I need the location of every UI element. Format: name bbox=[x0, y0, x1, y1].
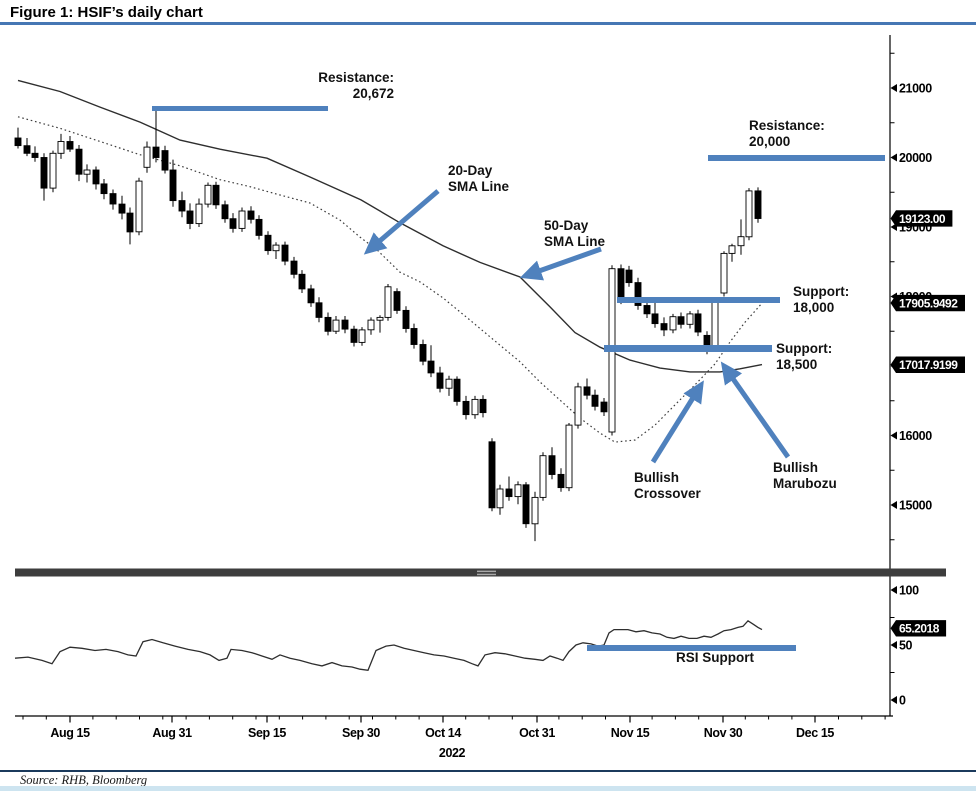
annotation-text: Bullish bbox=[773, 460, 819, 475]
annotation-bullish-crossover: Bullish Crossover bbox=[634, 470, 701, 501]
annotation-text: SMA Line bbox=[448, 178, 510, 194]
annotation-support-18000: Support: 18,000 bbox=[793, 284, 849, 315]
annotation-text: Crossover bbox=[634, 485, 701, 501]
annotation-support-18500: Support: 18,500 bbox=[776, 341, 832, 372]
annotation-text: 18,500 bbox=[776, 356, 818, 372]
support-18000-line bbox=[617, 297, 780, 303]
annotation-text: Resistance: bbox=[318, 70, 394, 85]
svg-text:100: 100 bbox=[899, 584, 919, 598]
svg-text:50: 50 bbox=[899, 639, 913, 653]
annotation-text: 20,672 bbox=[352, 85, 394, 101]
svg-text:Aug 31: Aug 31 bbox=[152, 726, 192, 740]
svg-text:Oct 14: Oct 14 bbox=[425, 726, 461, 740]
hsif-daily-chart: 1500016000170001800019000200002100010050… bbox=[14, 35, 965, 760]
svg-text:Nov 30: Nov 30 bbox=[704, 726, 743, 740]
annotation-text: Resistance: bbox=[749, 118, 825, 133]
svg-text:16000: 16000 bbox=[899, 429, 932, 443]
title-rule bbox=[0, 22, 976, 25]
overlay-hlines bbox=[152, 106, 885, 651]
bottom-accent-bar bbox=[0, 786, 976, 791]
annotation-rsi-support: RSI Support bbox=[676, 650, 754, 666]
annotation-arrows bbox=[363, 189, 791, 464]
annotation-text: Support: bbox=[793, 284, 850, 299]
annotation-sma20-label: 20-Day SMA Line bbox=[448, 163, 509, 194]
svg-text:0: 0 bbox=[899, 694, 906, 708]
annotation-bullish-marubozu: Bullish Marubozu bbox=[773, 460, 837, 491]
annotation-text: 50-Day bbox=[544, 218, 589, 233]
resistance-20000-line bbox=[708, 155, 885, 161]
svg-text:15000: 15000 bbox=[899, 499, 932, 513]
x-axis: Aug 15 Aug 31 Sep 15 Sep 30 Oct 14 Oct 31 Nov … bbox=[15, 715, 893, 760]
bullish-crossover-arrow bbox=[650, 380, 704, 464]
annotation-text: 20,000 bbox=[749, 133, 791, 149]
svg-text:Dec 15: Dec 15 bbox=[796, 726, 834, 740]
rsi-line bbox=[14, 619, 763, 672]
annotation-text: 20-Day bbox=[448, 163, 493, 178]
figure-title: Figure 1: HSIF’s daily chart bbox=[10, 4, 203, 21]
annotation-text: Support: bbox=[776, 341, 833, 356]
svg-text:65.2018: 65.2018 bbox=[899, 622, 940, 636]
source-text: Source: RHB, Bloomberg bbox=[20, 773, 148, 787]
svg-text:Aug 15: Aug 15 bbox=[50, 726, 90, 740]
sma-20-line bbox=[17, 116, 763, 443]
svg-text:Sep 15: Sep 15 bbox=[248, 726, 286, 740]
annotation-text: 18,000 bbox=[793, 299, 835, 315]
svg-text:17905.9492: 17905.9492 bbox=[899, 296, 958, 310]
annotation-text: Bullish bbox=[634, 470, 680, 485]
sma50-arrow bbox=[519, 246, 602, 281]
rsi-axis: 100 50 0 bbox=[890, 584, 920, 708]
resistance-20672-line bbox=[152, 106, 328, 111]
annotation-resistance-20672: Resistance: 20,672 bbox=[246, 70, 394, 101]
svg-text:2022: 2022 bbox=[439, 746, 466, 760]
panel-divider bbox=[15, 568, 946, 577]
annotation-text: RSI Support bbox=[676, 650, 754, 665]
price-badges: 19123.00 17905.9492 17017.9199 65.2018 bbox=[890, 210, 965, 637]
svg-text:Sep 30: Sep 30 bbox=[342, 726, 380, 740]
svg-text:Oct 31: Oct 31 bbox=[519, 726, 555, 740]
annotation-resistance-20000: Resistance: 20,000 bbox=[749, 118, 825, 149]
sma-50-line bbox=[17, 79, 763, 373]
annotation-text: SMA Line bbox=[544, 233, 606, 249]
bullish-marubozu-arrow bbox=[720, 361, 791, 459]
svg-text:19123.00: 19123.00 bbox=[899, 212, 946, 226]
svg-text:21000: 21000 bbox=[899, 82, 932, 96]
price-axis: 15000160001700018000190002000021000 bbox=[889, 35, 933, 716]
source-rule bbox=[0, 770, 976, 772]
rsi-support-line bbox=[587, 645, 796, 651]
sma20-arrow bbox=[363, 189, 440, 255]
svg-text:17017.9199: 17017.9199 bbox=[899, 358, 958, 372]
support-18500-line bbox=[604, 345, 772, 352]
svg-text:20000: 20000 bbox=[899, 151, 932, 165]
svg-text:Nov 15: Nov 15 bbox=[611, 726, 650, 740]
annotation-text: Marubozu bbox=[773, 475, 837, 491]
annotation-sma50-label: 50-Day SMA Line bbox=[544, 218, 605, 249]
